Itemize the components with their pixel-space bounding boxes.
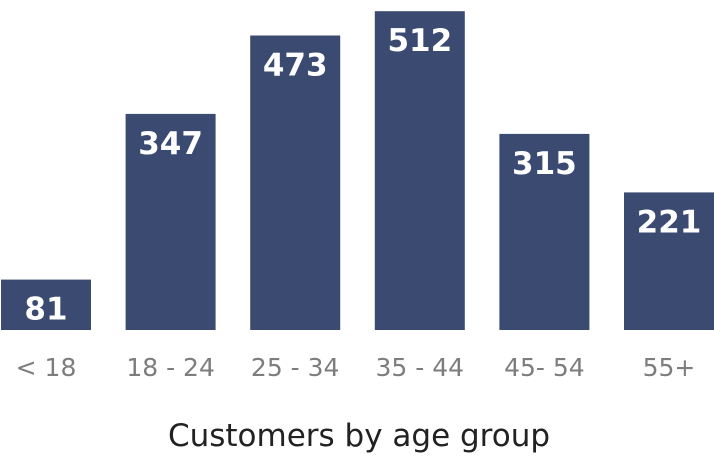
bar-value-label: 347 [138, 126, 203, 162]
x-axis-title: Customers by age group [168, 418, 550, 454]
bar-value-label: 473 [263, 48, 328, 84]
bar-value-labels: 81 347 473 512 315 221 [24, 23, 701, 327]
x-tick-label: 25 - 34 [251, 353, 340, 382]
bars-layer [1, 11, 714, 331]
bar-1 [125, 113, 216, 331]
bar-3 [374, 11, 465, 330]
bar-value-label: 81 [24, 292, 67, 328]
bar-0 [1, 279, 91, 330]
x-tick-labels: < 18 18 - 24 25 - 34 35 - 44 45- 54 55+ [16, 353, 696, 382]
x-tick-label: 45- 54 [504, 353, 585, 382]
bar-value-label: 221 [637, 204, 702, 240]
bar-5 [624, 192, 714, 330]
x-tick-label: 35 - 44 [376, 353, 465, 382]
bar-4 [499, 133, 590, 330]
bar-2 [250, 35, 341, 330]
bar-value-label: 512 [387, 23, 452, 59]
x-tick-label: 55+ [643, 353, 696, 382]
x-tick-label: < 18 [16, 353, 77, 382]
x-tick-label: 18 - 24 [126, 353, 215, 382]
bar-value-label: 315 [512, 146, 577, 182]
